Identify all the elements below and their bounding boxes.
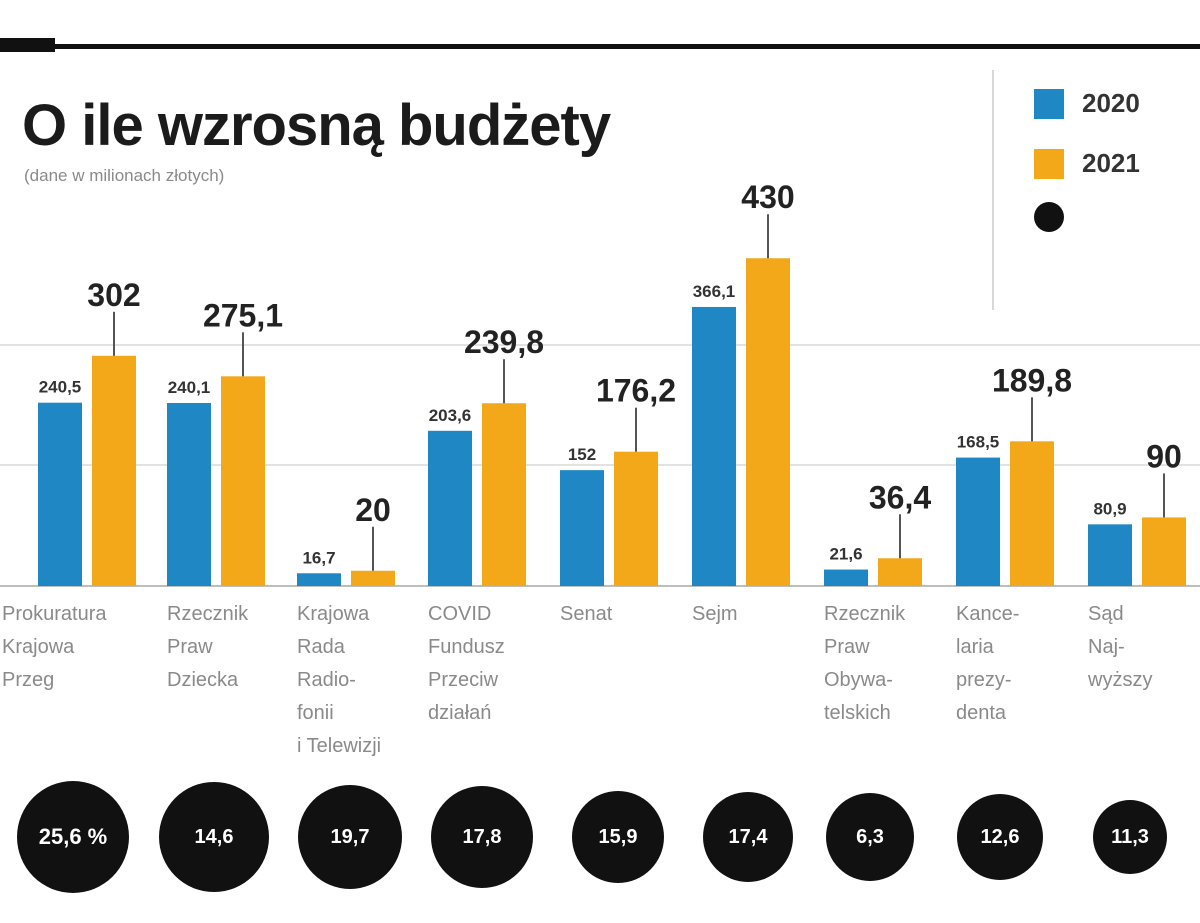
legend-item-2021: 2021 (1034, 148, 1140, 179)
growth-circle-6: 6,3 (826, 793, 914, 881)
legend-label-2020: 2020 (1082, 88, 1140, 118)
value-label-2020-2: 16,7 (302, 548, 335, 567)
growth-value-4: 15,9 (598, 825, 638, 848)
growth-value-1: 14,6 (194, 825, 234, 848)
growth-circle-0: 25,6 % (17, 781, 129, 893)
category-label-4: Senat (560, 603, 613, 625)
category-label-5: Sejm (692, 603, 738, 625)
value-label-2020-5: 366,1 (693, 282, 736, 301)
bar-2021-1 (221, 376, 265, 586)
bar-2020-0 (38, 402, 82, 586)
value-label-2021-8: 90 (1146, 438, 1182, 474)
bar-2020-6 (824, 569, 868, 586)
legend-item-2020: 2020 (1034, 88, 1140, 119)
value-label-2020-0: 240,5 (39, 378, 82, 397)
growth-circle-3: 17,8 (431, 786, 533, 888)
value-label-2021-5: 430 (741, 179, 794, 215)
growth-circle-7: 12,6 (957, 794, 1043, 880)
growth-circle-4: 15,9 (572, 791, 664, 883)
category-label-8: Sąd Naj- wyższy (1088, 603, 1153, 691)
bar-2020-4 (560, 470, 604, 586)
growth-circle-2: 19,7 (298, 785, 402, 889)
growth-value-0: 25,6 % (38, 824, 108, 849)
value-label-2021-2: 20 (355, 492, 391, 528)
legend-item-growth (1034, 202, 1192, 232)
value-label-2020-4: 152 (568, 445, 596, 464)
bar-2021-5 (746, 258, 790, 586)
value-label-2020-8: 80,9 (1093, 499, 1126, 518)
chart-title: O ile wzrosną budżety (22, 93, 611, 158)
growth-circle-8: 11,3 (1093, 800, 1167, 874)
bar-2020-1 (167, 402, 211, 586)
category-label-7: Kance- laria prezy- denta (956, 603, 1020, 724)
growth-value-3: 17,8 (462, 825, 502, 848)
value-label-2020-7: 168,5 (957, 433, 1000, 452)
bar-2021-4 (614, 451, 658, 586)
category-label-0: Prokuratura Krajowa Przeg (2, 603, 107, 691)
growth-value-5: 17,4 (728, 825, 768, 848)
category-label-2: Krajowa Rada Radio- fonii i Telewizji (297, 603, 382, 757)
growth-circle-5: 17,4 (703, 792, 793, 882)
value-label-2020-1: 240,1 (168, 378, 211, 397)
bar-2021-3 (482, 403, 526, 586)
bar-2020-3 (428, 430, 472, 586)
value-label-2021-1: 275,1 (203, 297, 283, 333)
growth-value-2: 19,7 (330, 825, 370, 848)
top-rule (0, 44, 1200, 49)
bar-2020-5 (692, 306, 736, 586)
bar-2021-2 (351, 570, 395, 586)
bar-2020-8 (1088, 524, 1132, 586)
legend-dot-icon (1034, 202, 1064, 232)
legend-swatch-2021 (1034, 148, 1064, 179)
category-label-1: Rzecznik Praw Dziecka (167, 603, 249, 691)
value-label-2020-6: 21,6 (829, 545, 862, 564)
value-label-2021-4: 176,2 (596, 373, 676, 409)
legend-swatch-2020 (1034, 88, 1064, 119)
growth-value-7: 12,6 (980, 825, 1020, 848)
top-rule-tab (0, 38, 55, 52)
growth-value-8: 11,3 (1111, 825, 1149, 848)
value-label-2020-3: 203,6 (429, 406, 472, 425)
value-label-2021-7: 189,8 (992, 362, 1072, 398)
bar-2021-0 (92, 355, 136, 586)
legend: 2020 2021 (992, 70, 1200, 310)
growth-value-6: 6,3 (856, 825, 884, 848)
legend-label-2021: 2021 (1082, 148, 1140, 178)
value-label-2021-3: 239,8 (464, 324, 544, 360)
value-label-2021-0: 302 (87, 277, 140, 313)
value-label-2021-6: 36,4 (869, 479, 931, 515)
chart-subtitle: (dane w milionach złotych) (24, 166, 225, 185)
category-label-3: COVID Fundusz Przeciw działań (428, 603, 505, 724)
growth-circle-1: 14,6 (159, 782, 269, 892)
bar-2021-7 (1010, 441, 1054, 586)
bar-2020-2 (297, 573, 341, 586)
category-label-6: Rzecznik Praw Obywa- telskich (824, 603, 906, 724)
bar-2021-8 (1142, 517, 1186, 586)
bar-2021-6 (878, 558, 922, 586)
bar-2020-7 (956, 457, 1000, 586)
